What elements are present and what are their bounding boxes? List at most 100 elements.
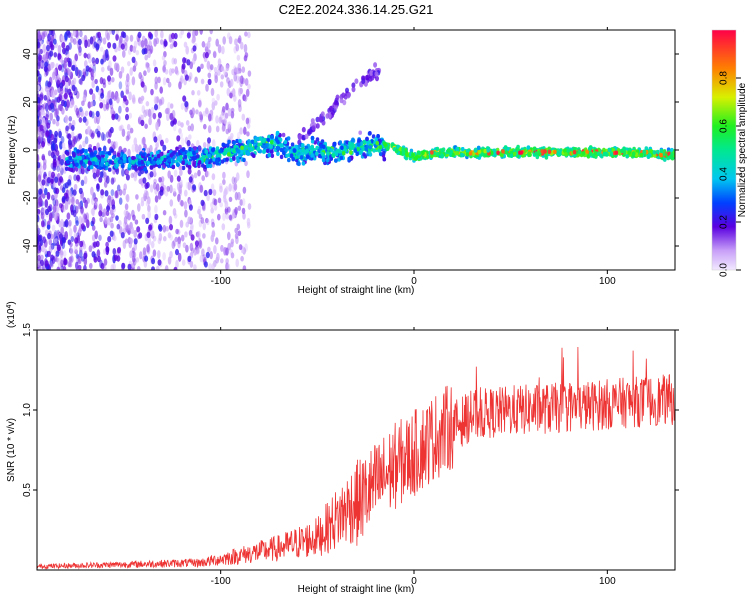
spectrogram-background-cell [152,249,157,257]
spectrogram-noise-cell [111,113,116,121]
spectrogram-ridge-cell [331,153,336,158]
spectrogram-background-cell [59,256,64,266]
spectrogram-background-cell [51,194,55,201]
spectrogram-ridge-cell [137,160,142,166]
spectrogram-background-cell [237,230,242,237]
spectrogram-ridge-cell [235,155,240,161]
spectrogram-noise-cell [207,137,211,144]
spectrogram-ridge-cell [258,136,263,141]
spectrogram-ridge-cell [405,152,409,157]
spectrogram-ridge-cell [623,150,627,155]
spectrogram-noise-cell [159,139,164,147]
spectrogram-background-cell [123,215,128,225]
spectrogram-ridge-cell [232,148,236,154]
spectrogram-background-cell [147,108,152,118]
spectrogram-background-cell [78,50,82,57]
spectrogram-background-cell [79,193,84,201]
spectrogram-background-cell [237,99,242,108]
spectrogram-background-cell [37,214,40,223]
spectrogram-ridge-cell [368,131,372,136]
spectrogram-ridge-cell [121,164,125,169]
spectrogram-ridge-cell [148,156,152,162]
spectrogram-background-cell [122,49,126,58]
spectrogram-background-cell [157,76,161,84]
spectrogram-background-cell [124,203,129,211]
spectrogram-noise-cell [50,102,54,110]
spectrogram-background-cell [47,33,51,42]
spectrogram-background-cell [58,202,63,209]
spectrogram-ridge-cell [503,145,508,150]
spectrogram-streak-cell [310,118,315,124]
spectrogram-background-cell [58,165,63,171]
spectrogram-ridge-cell [240,145,244,150]
spectrogram-noise-cell [80,223,85,230]
spectrogram-streak-cell [311,125,316,131]
spectrogram-noise-cell [100,92,105,99]
spectrogram-background-cell [68,256,73,263]
spectrogram-ridge-cell [171,151,175,157]
spectrogram-noise-cell [41,141,46,148]
spectrogram-background-cell [45,110,50,118]
spectrogram-noise-cell [44,61,49,68]
spectrogram-background-cell [101,66,105,73]
spectrogram-background-cell [215,237,219,245]
spectrogram-background-cell [191,38,195,44]
spectrogram-background-cell [94,197,98,203]
spectrogram-background-cell [105,241,109,248]
spectrogram-background-cell [149,184,154,193]
spectrogram-ridge-cell [143,156,147,162]
spectrogram-ridge-cell [378,151,383,157]
spectrogram-background-cell [80,206,84,214]
spectrogram-noise-cell [107,236,112,243]
spectrogram-background-cell [127,60,131,67]
spectrogram-background-cell [38,114,43,123]
spectrogram-ridge-cell [340,145,344,150]
spectrogram-background-cell [118,125,123,132]
spectrogram-background-cell [172,208,177,216]
spectrogram-background-cell [83,256,88,266]
spectrogram-background-cell [225,128,230,135]
spectrogram-ridge-cell [187,161,192,166]
spectrogram-background-cell [105,30,109,39]
spectrogram-background-cell [153,96,158,105]
spectrogram-background-cell [202,221,207,231]
spectrogram-ridge-cell [526,145,531,150]
spectrogram-ridge-cell [68,155,72,161]
spectrogram-background-cell [180,102,185,110]
spectrogram-background-cell [121,168,125,177]
spectrogram-y-tick-label: 40 [22,48,33,60]
spectrogram-ridge-cell [492,148,497,153]
spectrogram-background-cell [193,264,197,270]
spectrogram-background-cell [110,264,115,270]
spectrogram-ridge-cell [107,151,112,156]
spectrogram-noise-cell [37,97,41,104]
spectrogram-ridge-cell [334,151,339,157]
spectrogram-background-cell [37,154,40,163]
spectrogram-background-cell [67,197,71,205]
spectrogram-background-cell [198,219,203,228]
spectrogram-background-cell [75,220,79,226]
spectrogram-background-cell [113,235,117,242]
spectrogram-noise-cell [144,182,149,190]
spectrogram-background-cell [234,227,238,234]
spectrogram-background-cell [218,116,222,124]
spectrogram-background-cell [42,162,47,171]
spectrogram-x-tick-label: 100 [599,276,616,287]
spectrogram-noise-cell [173,40,178,48]
spectrogram-background-cell [102,208,107,217]
spectrogram-background-cell [205,217,209,224]
spectrogram-background-cell [110,107,114,116]
spectrogram-noise-cell [47,81,52,88]
spectrogram-background-cell [111,30,116,36]
spectrogram-background-cell [45,114,49,120]
spectrogram-y-tick-label: -20 [22,190,33,205]
spectrogram-ridge-cell [338,140,343,145]
colorbar-tick-label: 0.4 [719,167,730,181]
spectrogram-noise-cell [154,66,158,74]
spectrogram-background-cell [230,132,234,139]
spectrogram-background-cell [91,93,96,102]
spectrogram-x-tick-label: -100 [211,276,231,287]
spectrogram-ridge-cell [534,151,538,156]
spectrogram-ridge-cell [362,152,366,157]
spectrogram-background-cell [70,236,75,242]
